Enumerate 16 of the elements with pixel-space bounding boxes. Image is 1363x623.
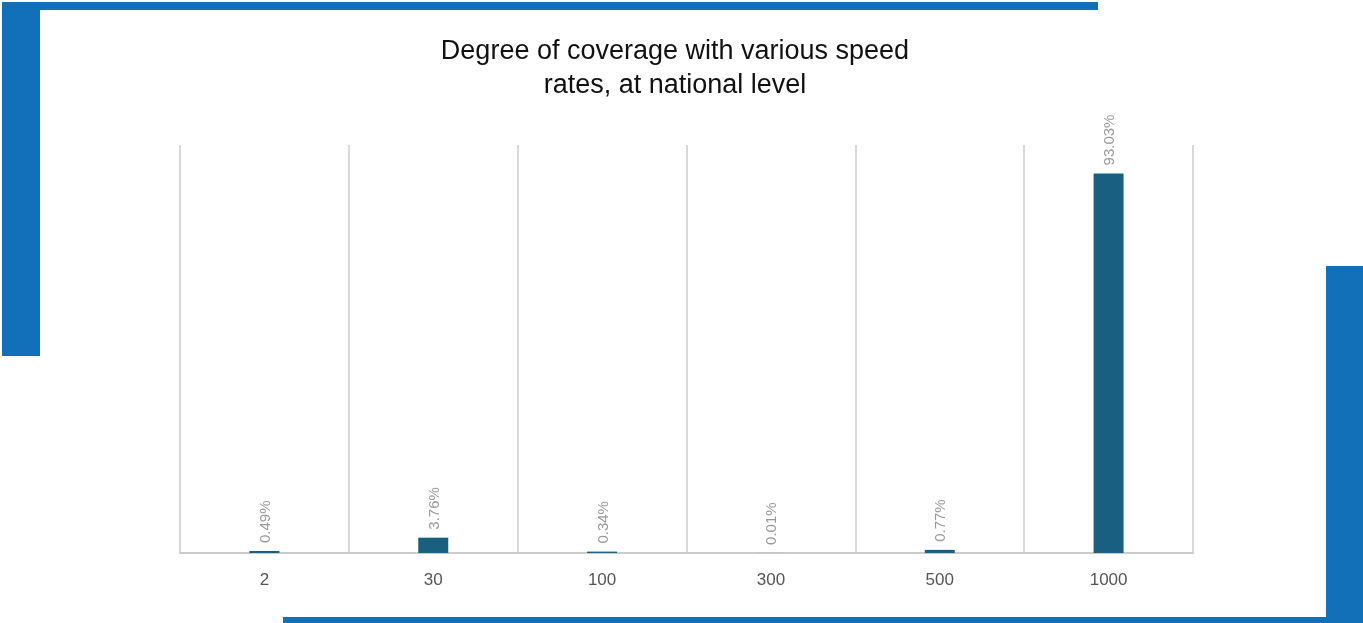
- x-tick-label: 30: [423, 570, 443, 589]
- x-tick-label: 2: [259, 570, 270, 589]
- bar: [924, 549, 955, 553]
- data-label: 0.49%: [255, 500, 273, 543]
- x-tick-label: 100: [587, 570, 617, 589]
- x-tick-label: 1000: [1089, 570, 1128, 589]
- bar: [418, 537, 449, 553]
- chart-title: Degree of coverage with various speed rates, at national level: [440, 35, 910, 99]
- data-label: 0.01%: [762, 502, 780, 545]
- data-label: 0.34%: [593, 501, 611, 544]
- data-label: 93.03%: [1100, 114, 1118, 166]
- bar: [1093, 173, 1124, 553]
- data-label: 0.77%: [931, 499, 949, 542]
- data-label: 3.76%: [424, 487, 442, 530]
- x-tick-label: 500: [925, 570, 954, 589]
- x-tick-label: 300: [756, 570, 786, 589]
